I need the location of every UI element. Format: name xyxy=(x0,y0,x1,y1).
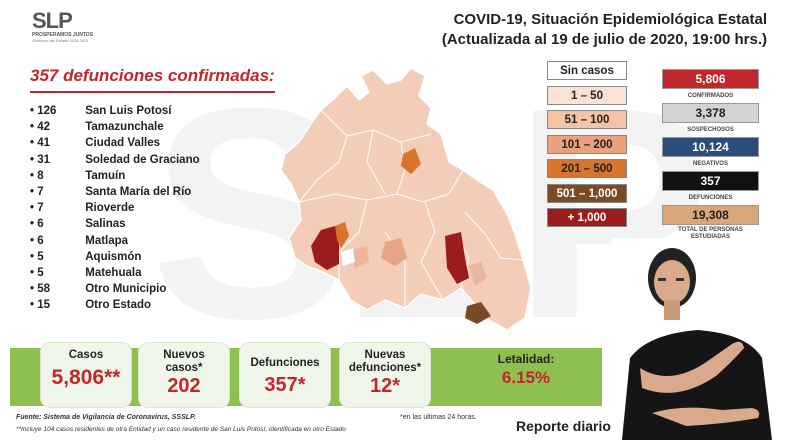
slp-logo: SLP PROSPERAMOS JUNTOS Gobierno del Esta… xyxy=(32,8,112,43)
stat-label: TOTAL DE PERSONAS ESTUDIADAS xyxy=(678,227,743,240)
stat-label: NEGATIVOS xyxy=(693,161,728,167)
deaths-count: 6 xyxy=(37,218,44,231)
legend-item: 201 – 500 xyxy=(547,159,627,178)
municipality-name: Tamazunchale xyxy=(85,121,164,134)
legend-item: 101 – 200 xyxy=(547,134,627,154)
municipality-name: Matlapa xyxy=(85,234,129,247)
municipality-name: Rioverde xyxy=(85,202,135,215)
new-cases-label: Nuevos casos* xyxy=(163,349,205,374)
stat-label: CONFIRMADOS xyxy=(687,93,734,99)
logo-government: Gobierno del Estado 2015-2021 xyxy=(32,38,89,43)
cases-value: 5,806** xyxy=(51,366,121,389)
stat-label: DEFUNCIONES xyxy=(688,195,733,201)
deaths-list-item: • 126 San Luis Potosí xyxy=(30,105,172,117)
new-cases-value: 202 xyxy=(167,375,201,397)
region-soledad xyxy=(335,222,349,248)
header-title: COVID-19, Situación Epidemiológica Estat… xyxy=(453,11,767,28)
daily-report-label: Reporte diario xyxy=(516,418,611,434)
legend-item: Sin casos xyxy=(547,61,627,80)
logo-slogan: PROSPERAMOS JUNTOS xyxy=(32,32,94,38)
stats-panel: 5,806 CONFIRMADOS 3,378 SOSPECHOSOS 10,124 NE… xyxy=(662,69,759,245)
region-san-luis-potosi xyxy=(311,226,339,270)
stat-label: SOSPECHOSOS xyxy=(687,127,734,133)
residence-footnote: **Incluye 104 casos residentes de otra E… xyxy=(16,426,346,433)
municipality-name: Soledad de Graciano xyxy=(85,153,200,166)
logo-mark: SLP xyxy=(32,8,73,33)
municipality-name: San Luis Potosí xyxy=(85,105,172,117)
deaths-count: 31 xyxy=(37,153,51,166)
deaths-count: 7 xyxy=(37,185,44,198)
deaths-card-value: 357* xyxy=(264,374,306,396)
stat-value: 3,378 xyxy=(662,103,759,123)
legend-item: 51 – 100 xyxy=(547,110,627,129)
region-white xyxy=(341,248,355,266)
municipality-name: Otro Estado xyxy=(85,299,152,312)
legend-item: 1 – 50 xyxy=(547,85,627,105)
deaths-list-item: • 31 Soledad de Graciano xyxy=(30,153,200,166)
deaths-list-item: • 42 Tamazunchale xyxy=(30,121,164,134)
state-map xyxy=(280,67,532,331)
deaths-count: 42 xyxy=(37,121,51,134)
new-deaths-label: Nuevas defunciones* xyxy=(348,349,422,374)
deaths-count: 5 xyxy=(37,266,44,279)
stat-value: 10,124 xyxy=(662,137,759,157)
lethality: Letalidad: 6.15% xyxy=(466,352,586,388)
deaths-count: 8 xyxy=(37,169,44,182)
source-footnote: Fuente: Sistema de Vigilancia de Coronav… xyxy=(16,414,196,421)
lethality-value: 6.15% xyxy=(501,368,551,387)
deaths-count: 7 xyxy=(37,202,44,215)
municipality-name: Matehuala xyxy=(85,266,142,279)
state-outline xyxy=(280,67,532,331)
deaths-list-item: • 6 Salinas xyxy=(30,218,126,231)
deaths-list-item: • 15 Otro Estado xyxy=(30,299,152,312)
title-divider xyxy=(30,91,275,93)
municipality-name: Otro Municipio xyxy=(85,283,167,296)
deaths-list-item: • 7 Rioverde xyxy=(30,202,135,215)
legend-item: 501 – 1,000 xyxy=(547,183,627,203)
deaths-card-label: Defunciones xyxy=(250,357,320,369)
region-mid-2 xyxy=(351,246,369,268)
lethality-label: Letalidad: xyxy=(497,352,555,366)
cases-card: Casos 5,806** xyxy=(40,342,132,408)
deaths-list-item: • 5 Aquismón xyxy=(30,250,142,263)
deaths-list-item: • 41 Ciudad Valles xyxy=(30,137,161,150)
deaths-count: 15 xyxy=(37,299,51,312)
deaths-count: 58 xyxy=(37,283,51,296)
new-deaths-card: Nuevas defunciones* 12* xyxy=(339,342,431,408)
deaths-count: 5 xyxy=(37,250,44,263)
deaths-count: 126 xyxy=(37,105,57,117)
deaths-list-item: • 5 Matehuala xyxy=(30,266,142,279)
deaths-list-item: • 8 Tamuín xyxy=(30,169,126,182)
municipality-name: Aquismón xyxy=(85,250,142,263)
stat-value: 357 xyxy=(662,171,759,191)
last-24h-footnote: *en las ultimas 24 horas. xyxy=(400,414,477,421)
new-cases-card: Nuevos casos* 202 xyxy=(138,342,230,408)
deaths-list-item: • 58 Otro Municipio xyxy=(30,283,167,296)
region-tamazunchale xyxy=(465,302,491,324)
deaths-by-municipality-list: • 126 San Luis Potosí • 42 Tamazunchale • 41… xyxy=(30,105,200,315)
deaths-list-item: • 7 Santa María del Río xyxy=(30,185,192,198)
municipality-name: Santa María del Río xyxy=(85,185,192,198)
region-ciudad-valles xyxy=(445,232,469,284)
municipality-name: Ciudad Valles xyxy=(85,137,161,150)
region-mid-1 xyxy=(381,238,407,266)
stat-value: 5,806 xyxy=(662,69,759,89)
new-deaths-value: 12* xyxy=(369,375,401,397)
deaths-card: Defunciones 357* xyxy=(239,342,331,408)
map-legend: Sin casos 1 – 50 51 – 100 101 – 200 201 – 50… xyxy=(547,61,627,233)
sign-language-interpreter xyxy=(612,238,785,440)
stat-value: 19,308 xyxy=(662,205,759,225)
header-updated: (Actualizada al 19 de julio de 2020, 19:… xyxy=(441,31,767,48)
deaths-count: 41 xyxy=(37,137,51,150)
region-mid-3 xyxy=(469,262,487,286)
deaths-list-item: • 6 Matlapa xyxy=(30,234,129,247)
deaths-title: 357 defunciones confirmadas: xyxy=(30,66,275,85)
region-dark-1 xyxy=(401,148,421,174)
municipality-name: Tamuín xyxy=(85,169,126,182)
municipality-name: Salinas xyxy=(85,218,126,231)
deaths-count: 6 xyxy=(37,234,44,247)
legend-item: + 1,000 xyxy=(547,208,627,227)
page-header: COVID-19, Situación Epidemiológica Estat… xyxy=(442,10,767,50)
cases-label: Casos xyxy=(68,349,104,361)
